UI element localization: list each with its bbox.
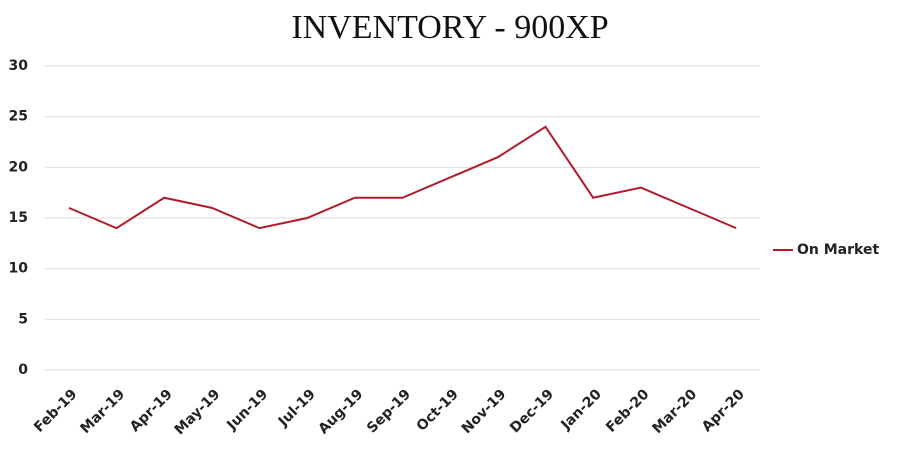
y-tick-label: 15 xyxy=(9,210,28,226)
x-tick-label: Oct-19 xyxy=(414,386,462,434)
x-tick-label: Mar-19 xyxy=(78,386,129,437)
x-tick-label: May-19 xyxy=(172,386,224,438)
x-tick-label: Dec-19 xyxy=(507,386,557,436)
line xyxy=(68,125,737,230)
x-tick-label: Jun-19 xyxy=(223,386,271,434)
x-tick-label: Sep-19 xyxy=(364,386,414,436)
x-tick-label: Mar-20 xyxy=(650,386,701,437)
x-tick-label: Feb-20 xyxy=(603,386,653,436)
legend-label: On Market xyxy=(797,242,879,258)
x-tick-label: Nov-19 xyxy=(459,386,510,437)
y-tick-label: 0 xyxy=(18,362,28,378)
x-tick-label: Aug-19 xyxy=(315,386,366,437)
y-tick-label: 25 xyxy=(9,109,28,125)
y-tick-label: 5 xyxy=(18,311,28,327)
x-tick-label: Jan-20 xyxy=(558,386,605,433)
x-tick-label: Apr-19 xyxy=(127,386,176,435)
y-tick-label: 20 xyxy=(9,159,29,175)
y-tick-label: 30 xyxy=(9,58,29,74)
chart-title: INVENTORY - 900XP xyxy=(291,9,608,46)
x-tick-label: Feb-19 xyxy=(31,386,80,435)
x-tick-label: Apr-20 xyxy=(699,386,748,435)
x-tick-label: Jul-19 xyxy=(275,386,319,430)
y-tick-label: 10 xyxy=(9,261,29,277)
